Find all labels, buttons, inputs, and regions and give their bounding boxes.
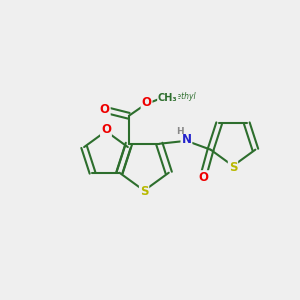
Text: O: O bbox=[101, 123, 111, 136]
Text: CH₃: CH₃ bbox=[158, 93, 178, 103]
Text: O: O bbox=[199, 171, 208, 184]
Text: methyl: methyl bbox=[169, 92, 196, 101]
Text: S: S bbox=[140, 185, 148, 198]
Text: S: S bbox=[229, 161, 237, 174]
Text: H: H bbox=[176, 128, 184, 136]
Text: O: O bbox=[142, 96, 152, 109]
Text: N: N bbox=[182, 133, 191, 146]
Text: O: O bbox=[100, 103, 110, 116]
